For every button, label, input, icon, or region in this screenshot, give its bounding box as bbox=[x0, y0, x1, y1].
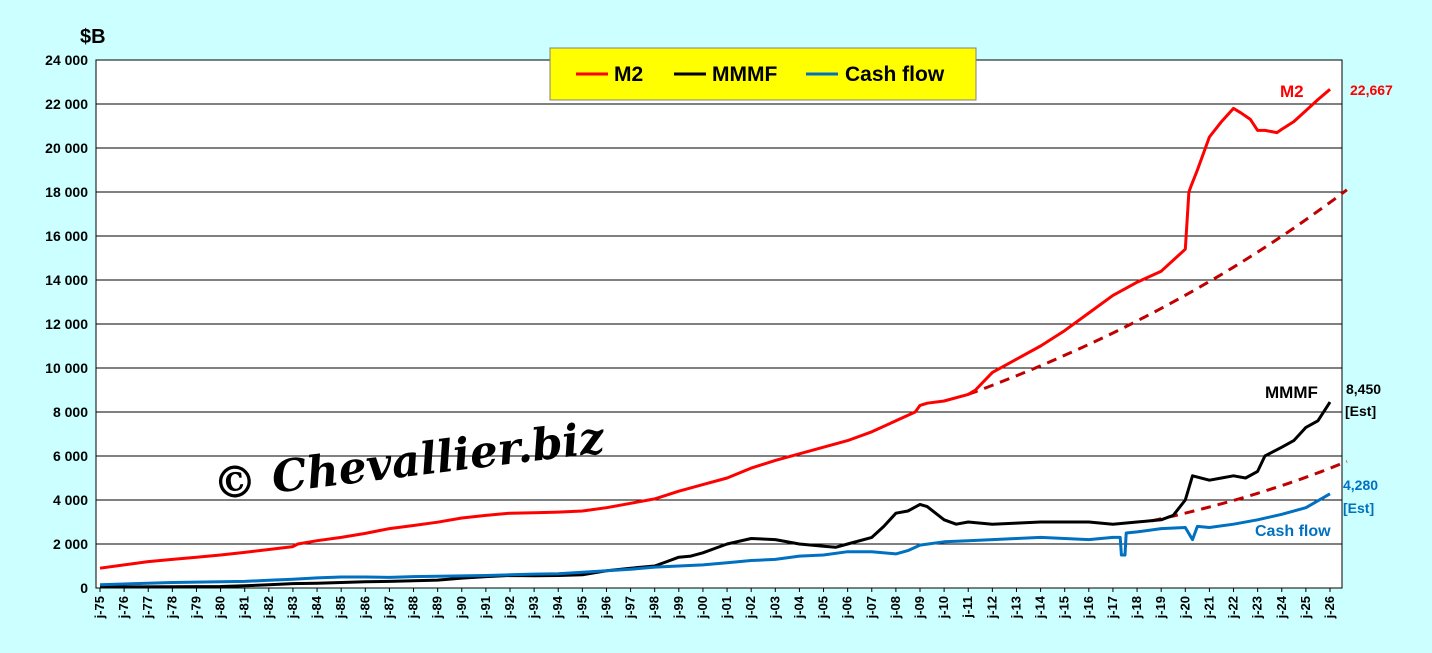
trend-line-m2 bbox=[967, 188, 1348, 396]
x-tick-label: j-22 bbox=[1226, 596, 1241, 619]
x-tick-label: j-87 bbox=[381, 596, 396, 619]
y-tick-label: 22 000 bbox=[45, 96, 88, 112]
m2-label: M2 bbox=[1280, 82, 1304, 101]
mmmf-value: 8,450 bbox=[1346, 381, 1381, 397]
legend-label-m2: M2 bbox=[614, 63, 643, 86]
x-tick-label: j-89 bbox=[430, 596, 445, 619]
mmmf-label: MMMF bbox=[1265, 383, 1318, 402]
y-tick-label: 20 000 bbox=[45, 140, 88, 156]
x-tick-label: j-25 bbox=[1298, 596, 1313, 619]
x-tick-label: j-16 bbox=[1081, 596, 1096, 619]
y-tick-label: 24 000 bbox=[45, 52, 88, 68]
x-tick-label: j-80 bbox=[213, 596, 228, 619]
series-lines bbox=[99, 88, 1332, 589]
x-tick-label: j-10 bbox=[936, 596, 951, 619]
x-tick-label: j-81 bbox=[237, 596, 252, 619]
x-tick-label: j-14 bbox=[1033, 595, 1048, 619]
cash-flow-label: Cash flow bbox=[1255, 523, 1331, 540]
x-tick-label: j-90 bbox=[454, 596, 469, 619]
x-tick-label: j-97 bbox=[623, 596, 638, 619]
x-tick-label: j-99 bbox=[671, 596, 686, 619]
x-tick-label: j-77 bbox=[140, 596, 155, 619]
x-tick-label: j-18 bbox=[1129, 596, 1144, 619]
x-tick-label: j-76 bbox=[116, 596, 131, 619]
x-tick-label: j-26 bbox=[1322, 596, 1337, 619]
y-tick-label: 6 000 bbox=[53, 448, 88, 464]
legend-box bbox=[549, 47, 977, 101]
mmmf-est: [Est] bbox=[1345, 403, 1376, 419]
x-tick-labels: j-75 j-76 j-77 j-78 j-79 j-80 j-81 j-82 j-83 j-84… bbox=[92, 588, 1337, 619]
x-tick-label: j-03 bbox=[767, 596, 782, 619]
x-tick-label: j-00 bbox=[695, 596, 710, 619]
x-tick-label: j-13 bbox=[1008, 596, 1023, 619]
legend-label-mmmf: MMMF bbox=[712, 63, 777, 86]
x-tick-label: j-95 bbox=[574, 596, 589, 619]
x-tick-label: j-83 bbox=[285, 596, 300, 619]
legend: M2 MMMF Cash flow bbox=[549, 47, 977, 101]
x-tick-label: j-01 bbox=[719, 596, 734, 619]
y-tick-labels: 0 2 000 4 000 6 000 8 000 10 000 12 000 14 000 1… bbox=[45, 52, 88, 596]
y-tick-label: 12 000 bbox=[45, 316, 88, 332]
x-tick-label: j-84 bbox=[309, 595, 324, 619]
y-tick-label: 16 000 bbox=[45, 228, 88, 244]
x-tick-label: j-17 bbox=[1105, 596, 1120, 619]
x-tick-label: j-08 bbox=[888, 596, 903, 619]
x-tick-label: j-92 bbox=[502, 596, 517, 619]
series-line-m2 bbox=[99, 88, 1331, 570]
x-tick-label: j-19 bbox=[1153, 596, 1168, 619]
x-tick-label: j-75 bbox=[92, 596, 107, 619]
cash-flow-est: [Est] bbox=[1343, 500, 1374, 516]
x-tick-label: j-11 bbox=[960, 596, 975, 619]
series-line-mmmf bbox=[99, 401, 1332, 589]
x-tick-label: j-20 bbox=[1177, 596, 1192, 619]
x-tick-label: j-98 bbox=[647, 596, 662, 619]
x-tick-label: j-07 bbox=[864, 596, 879, 619]
m2-value: 22,667 bbox=[1350, 82, 1393, 98]
x-tick-label: j-23 bbox=[1250, 596, 1265, 619]
x-tick-label: j-85 bbox=[333, 596, 348, 619]
legend-label-cash-flow: Cash flow bbox=[845, 63, 945, 86]
trend-lines bbox=[967, 188, 1348, 523]
y-tick-label: 8 000 bbox=[53, 404, 88, 420]
x-tick-label: j-04 bbox=[791, 595, 806, 619]
y-tick-label: 10 000 bbox=[45, 360, 88, 376]
x-tick-label: j-86 bbox=[357, 596, 372, 619]
y-tick-label: 2 000 bbox=[53, 536, 88, 552]
x-tick-label: j-21 bbox=[1201, 596, 1216, 619]
x-tick-label: j-79 bbox=[188, 596, 203, 619]
y-axis-unit: $B bbox=[80, 26, 106, 48]
cash-flow-value: 4,280 bbox=[1343, 477, 1378, 493]
series-line-cash-flow bbox=[99, 492, 1331, 587]
x-tick-label: j-05 bbox=[816, 596, 831, 619]
x-tick-label: j-06 bbox=[840, 596, 855, 619]
x-tick-label: j-15 bbox=[1057, 596, 1072, 619]
y-tick-label: 4 000 bbox=[53, 492, 88, 508]
x-tick-label: j-02 bbox=[743, 596, 758, 619]
x-tick-label: j-88 bbox=[406, 596, 421, 619]
x-tick-label: j-91 bbox=[478, 596, 493, 619]
x-tick-label: j-24 bbox=[1274, 595, 1289, 619]
x-tick-label: j-93 bbox=[526, 596, 541, 619]
x-tick-label: j-12 bbox=[984, 596, 999, 619]
x-tick-label: j-09 bbox=[912, 596, 927, 619]
x-tick-label: j-94 bbox=[550, 595, 565, 619]
x-tick-label: j-78 bbox=[164, 596, 179, 619]
y-tick-label: 14 000 bbox=[45, 272, 88, 288]
x-tick-label: j-96 bbox=[598, 596, 613, 619]
y-tick-label: 0 bbox=[80, 580, 88, 596]
x-tick-label: j-82 bbox=[261, 596, 276, 619]
y-tick-label: 18 000 bbox=[45, 184, 88, 200]
